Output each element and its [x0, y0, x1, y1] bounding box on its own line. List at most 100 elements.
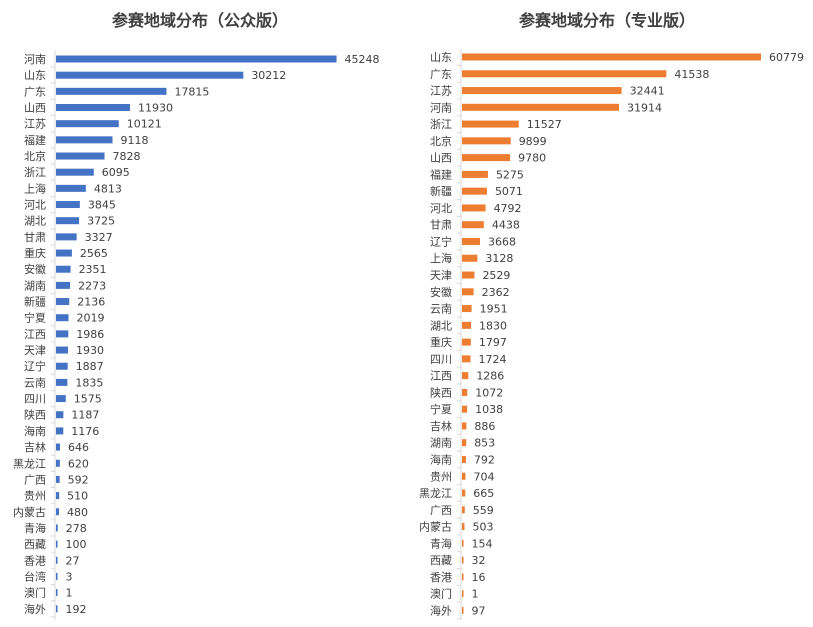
value-label: 3327 — [85, 231, 113, 244]
value-label: 1835 — [75, 376, 103, 389]
value-label: 278 — [66, 522, 87, 535]
category-label: 西藏 — [430, 554, 452, 567]
value-label: 17815 — [174, 85, 209, 98]
value-label: 1986 — [76, 328, 104, 341]
category-label: 安徽 — [430, 285, 452, 299]
category-label: 云南 — [24, 376, 46, 389]
bar-professional — [462, 388, 468, 396]
value-label: 1887 — [76, 360, 104, 373]
category-label: 贵州 — [430, 470, 452, 483]
bar-professional — [462, 120, 519, 128]
value-label: 7828 — [113, 150, 141, 163]
category-label: 海南 — [24, 424, 46, 438]
category-label: 江西 — [24, 328, 46, 341]
category-label: 山西 — [430, 152, 452, 165]
category-label: 吉林 — [24, 440, 46, 454]
value-label: 3668 — [488, 235, 516, 248]
value-label: 2136 — [77, 296, 105, 309]
value-label: 2362 — [482, 286, 510, 299]
category-label: 香港 — [430, 571, 452, 584]
category-label: 青海 — [24, 521, 46, 535]
bar-professional — [462, 204, 486, 212]
category-label: 湖北 — [430, 319, 452, 332]
value-label: 60779 — [769, 51, 804, 64]
value-label: 2565 — [80, 247, 108, 260]
category-label: 青海 — [430, 536, 452, 550]
category-label: 浙江 — [24, 166, 46, 179]
bar-public — [56, 120, 119, 128]
category-label: 吉林 — [430, 419, 452, 433]
value-label: 1951 — [480, 303, 508, 316]
bar-professional — [462, 338, 471, 346]
value-label: 3845 — [88, 199, 116, 212]
category-label: 澳门 — [24, 586, 46, 600]
value-label: 4792 — [494, 202, 522, 215]
bar-public — [56, 71, 244, 79]
bar-professional — [462, 590, 464, 598]
value-label: 41538 — [674, 68, 709, 81]
category-label: 云南 — [430, 303, 452, 316]
bar-professional — [462, 271, 475, 279]
value-label: 1187 — [71, 409, 99, 422]
category-label: 上海 — [430, 251, 452, 265]
bar-public — [56, 184, 86, 192]
value-label: 1072 — [475, 386, 503, 399]
category-label: 山东 — [430, 51, 452, 64]
value-label: 11930 — [138, 102, 173, 115]
category-label: 澳门 — [430, 587, 452, 601]
value-label: 10121 — [127, 118, 162, 131]
value-label: 3725 — [87, 215, 115, 228]
value-label: 886 — [474, 420, 495, 433]
bar-professional — [462, 472, 466, 480]
value-label: 32 — [472, 554, 486, 567]
bar-public — [56, 508, 59, 516]
value-label: 192 — [66, 603, 87, 616]
value-label: 3128 — [485, 252, 513, 265]
bar-public — [56, 492, 60, 500]
bar-public — [56, 281, 71, 289]
category-label: 四川 — [430, 353, 452, 366]
category-label: 辽宁 — [24, 359, 46, 373]
category-label: 河南 — [430, 101, 452, 114]
category-label: 山东 — [24, 69, 46, 82]
bar-professional — [462, 422, 467, 430]
value-label: 1575 — [74, 393, 102, 406]
bar-public — [56, 459, 60, 467]
category-label: 台湾 — [24, 569, 46, 583]
bar-professional — [462, 321, 472, 329]
bar-public — [56, 427, 64, 435]
bar-public — [56, 55, 337, 63]
value-label: 2351 — [79, 263, 107, 276]
category-label: 湖南 — [430, 437, 452, 450]
bar-public — [56, 556, 58, 564]
value-label: 620 — [68, 457, 89, 470]
bar-professional — [462, 288, 474, 296]
bar-public — [56, 572, 58, 580]
value-label: 1176 — [71, 425, 99, 438]
value-label: 480 — [67, 506, 88, 519]
value-label: 30212 — [251, 69, 286, 82]
value-label: 2529 — [482, 269, 510, 282]
value-label: 646 — [68, 441, 89, 454]
value-label: 1930 — [76, 344, 104, 357]
bar-public — [56, 362, 68, 370]
category-label: 江苏 — [24, 118, 46, 131]
value-label: 11527 — [527, 118, 562, 131]
value-label: 792 — [474, 453, 495, 466]
bar-public — [56, 330, 69, 338]
bar-professional — [462, 355, 471, 363]
value-label: 1 — [472, 588, 479, 601]
value-label: 1286 — [476, 370, 504, 383]
chart-title-professional: 参赛地域分布（专业版） — [519, 11, 695, 30]
value-label: 510 — [67, 490, 88, 503]
bar-professional — [462, 405, 468, 413]
category-label: 天津 — [430, 269, 452, 282]
bar-professional — [462, 606, 464, 614]
category-label: 贵州 — [24, 490, 46, 503]
category-label: 宁夏 — [24, 311, 46, 325]
bar-public — [56, 217, 80, 225]
category-label: 香港 — [24, 554, 46, 567]
value-label: 97 — [472, 604, 486, 617]
bar-public — [56, 201, 80, 209]
